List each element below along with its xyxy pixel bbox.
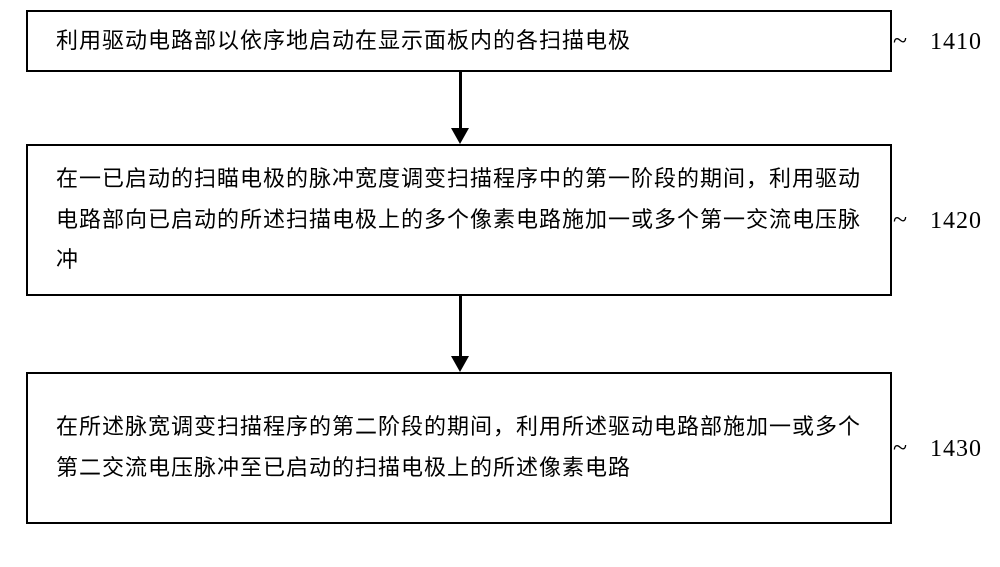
step-label: 1430	[930, 436, 982, 463]
step-text: 在所述脉宽调变扫描程序的第二阶段的期间，利用所述驱动电路部施加一或多个第二交流电…	[56, 407, 862, 488]
flowchart-step: 在一已启动的扫瞄电极的脉冲宽度调变扫描程序中的第一阶段的期间，利用驱动电路部向已…	[26, 144, 892, 296]
flowchart-step: 在所述脉宽调变扫描程序的第二阶段的期间，利用所述驱动电路部施加一或多个第二交流电…	[26, 372, 892, 524]
connector-tilde: ~	[893, 205, 907, 235]
flowchart-step: 利用驱动电路部以依序地启动在显示面板内的各扫描电极	[26, 10, 892, 72]
connector-tilde: ~	[893, 26, 907, 56]
step-text: 利用驱动电路部以依序地启动在显示面板内的各扫描电极	[56, 21, 631, 62]
flow-arrow	[459, 72, 462, 128]
step-text: 在一已启动的扫瞄电极的脉冲宽度调变扫描程序中的第一阶段的期间，利用驱动电路部向已…	[56, 159, 862, 281]
flow-arrow-head	[451, 356, 469, 372]
flow-arrow	[459, 296, 462, 356]
step-label: 1420	[930, 208, 982, 235]
connector-tilde: ~	[893, 433, 907, 463]
step-label: 1410	[930, 29, 982, 56]
flowchart-canvas: 利用驱动电路部以依序地启动在显示面板内的各扫描电极 ~ 1410 在一已启动的扫…	[0, 0, 1000, 567]
flow-arrow-head	[451, 128, 469, 144]
